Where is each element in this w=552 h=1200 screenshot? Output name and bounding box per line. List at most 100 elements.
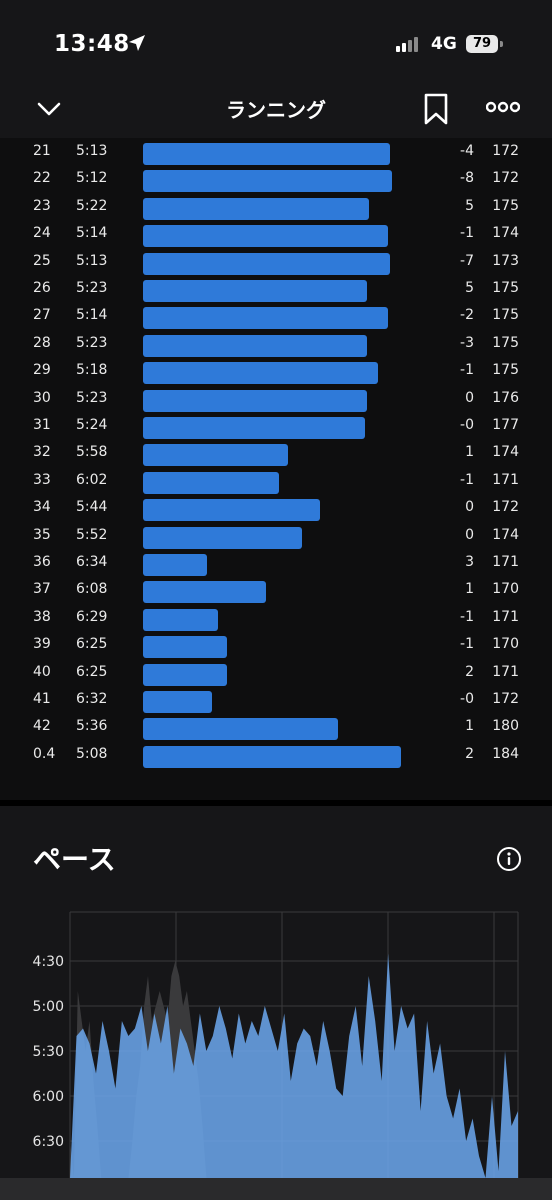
y-tick-label: 5:30 <box>33 1044 64 1060</box>
split-heart-rate: 180 <box>492 718 519 735</box>
more-options-icon[interactable] <box>486 98 520 116</box>
split-elevation: 0 <box>465 389 474 406</box>
split-row: 37 6:08 1 170 <box>0 579 552 604</box>
split-km: 39 <box>33 636 51 653</box>
pace-section: ペース 4:305:005:306:006:307:00 <box>0 806 552 1178</box>
split-heart-rate: 171 <box>492 663 519 680</box>
cellular-signal-icon <box>396 36 418 52</box>
pace-area-current <box>70 953 518 1178</box>
split-pace-bar <box>143 745 401 768</box>
split-heart-rate: 170 <box>492 581 519 598</box>
split-elevation: 2 <box>465 663 474 680</box>
split-km: 30 <box>33 389 51 406</box>
split-pace: 6:34 <box>76 554 108 570</box>
split-pace: 6:25 <box>76 636 108 653</box>
split-pace: 5:36 <box>76 718 108 735</box>
split-km: 23 <box>33 197 51 214</box>
split-pace-bar <box>143 608 219 631</box>
split-elevation: -0 <box>460 691 474 707</box>
split-pace-bar <box>143 663 228 686</box>
split-heart-rate: 184 <box>492 745 519 762</box>
split-row: 38 6:29 -1 171 <box>0 607 552 631</box>
split-heart-rate: 174 <box>492 225 519 242</box>
split-elevation: 1 <box>465 444 474 461</box>
split-row: 36 6:34 3 171 <box>0 552 552 576</box>
splits-table: 21 5:13 -4 172 22 5:12 -8 172 23 5:22 5 175 24 5:14 -1… <box>0 138 552 800</box>
bookmark-icon[interactable] <box>421 92 451 126</box>
split-km: 31 <box>33 417 51 433</box>
pace-chart: 4:305:005:306:006:307:00 <box>33 911 519 1178</box>
split-row: 32 5:58 1 174 <box>0 442 552 467</box>
split-pace-bar <box>143 691 212 713</box>
split-heart-rate: 174 <box>492 526 519 543</box>
split-elevation: -1 <box>460 636 474 653</box>
split-row: 28 5:23 -3 175 <box>0 333 552 357</box>
split-row: 27 5:14 -2 175 <box>0 305 552 330</box>
split-pace-bar <box>143 636 228 659</box>
split-km: 35 <box>33 526 51 543</box>
split-elevation: 1 <box>465 581 474 598</box>
split-pace-bar <box>143 334 368 357</box>
split-heart-rate: 173 <box>492 252 519 269</box>
split-heart-rate: 172 <box>492 143 519 159</box>
split-elevation: 0 <box>465 499 474 516</box>
split-heart-rate: 176 <box>492 389 519 406</box>
chevron-down-icon[interactable] <box>34 94 64 124</box>
section-title: ペース <box>33 843 116 876</box>
split-pace: 5:12 <box>76 170 108 187</box>
split-pace: 5:14 <box>76 307 108 324</box>
split-pace: 5:58 <box>76 444 108 461</box>
split-km: 42 <box>33 718 51 735</box>
split-pace-bar <box>143 389 368 412</box>
split-pace: 5:13 <box>76 143 108 159</box>
split-pace: 6:32 <box>76 691 108 707</box>
split-row: 41 6:32 -0 172 <box>0 689 552 713</box>
split-heart-rate: 172 <box>492 691 519 707</box>
split-pace: 5:14 <box>76 225 108 242</box>
y-tick-label: 5:00 <box>33 999 64 1015</box>
split-row: 40 6:25 2 171 <box>0 662 552 686</box>
split-heart-rate: 177 <box>492 417 519 433</box>
split-row: 29 5:18 -1 175 <box>0 360 552 385</box>
y-tick-label: 4:30 <box>33 954 64 970</box>
split-heart-rate: 175 <box>492 197 519 214</box>
split-row: 30 5:23 0 176 <box>0 388 552 412</box>
split-row: 39 6:25 -1 170 <box>0 634 552 659</box>
section-divider <box>0 800 552 806</box>
split-pace-bar <box>143 499 320 522</box>
status-time: 13:48 <box>54 31 130 57</box>
split-elevation: -8 <box>460 170 474 187</box>
split-pace-bar <box>143 170 392 193</box>
split-km: 26 <box>33 280 51 296</box>
split-pace-bar <box>143 252 390 275</box>
split-pace: 5:18 <box>76 362 108 379</box>
status-bar: 13:48 4G 79 <box>0 0 552 80</box>
split-row: 24 5:14 -1 174 <box>0 223 552 248</box>
split-km: 28 <box>33 334 51 351</box>
info-icon[interactable] <box>496 846 522 872</box>
split-pace: 5:23 <box>76 280 108 296</box>
split-row: 23 5:22 5 175 <box>0 196 552 220</box>
split-elevation: -1 <box>460 362 474 379</box>
split-km: 25 <box>33 252 51 269</box>
split-km: 22 <box>33 170 51 187</box>
split-elevation: -1 <box>460 225 474 242</box>
y-tick-label: 6:00 <box>33 1089 64 1105</box>
y-tick-label: 6:30 <box>33 1134 64 1150</box>
split-elevation: 5 <box>465 280 474 296</box>
split-pace-bar <box>143 471 280 494</box>
page-title: ランニング <box>226 98 326 122</box>
split-heart-rate: 174 <box>492 444 519 461</box>
split-pace: 6:29 <box>76 608 108 625</box>
split-elevation: -3 <box>460 334 474 351</box>
split-heart-rate: 171 <box>492 554 519 570</box>
split-pace: 5:23 <box>76 389 108 406</box>
split-elevation: -7 <box>460 252 474 269</box>
split-pace-bar <box>143 444 289 467</box>
split-pace-bar <box>143 307 388 330</box>
split-pace: 5:13 <box>76 252 108 269</box>
split-row: 0.4 5:08 2 184 <box>0 744 552 768</box>
split-km: 36 <box>33 554 51 570</box>
split-km: 34 <box>33 499 51 516</box>
split-pace-bar <box>143 526 302 549</box>
